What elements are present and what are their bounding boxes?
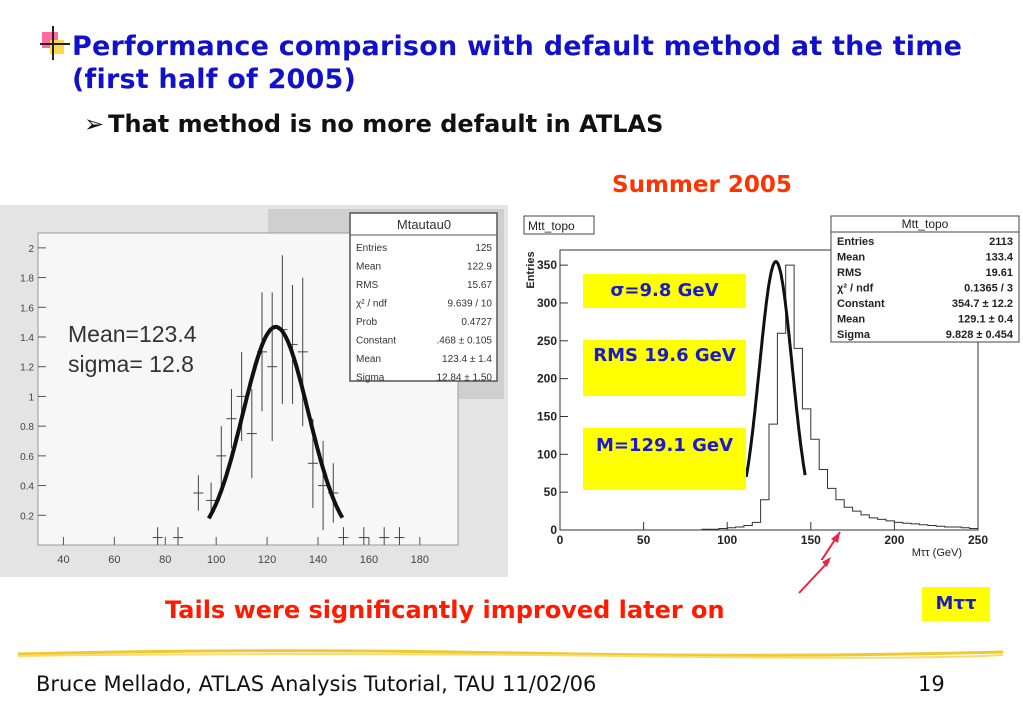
sigma-label: σ=9.8 GeV: [583, 274, 746, 308]
footer-text: Bruce Mellado, ATLAS Analysis Tutorial, …: [36, 672, 597, 696]
right-stats-key: Constant: [837, 298, 885, 310]
left-y-tick-label: 1.8: [20, 274, 34, 285]
rms-label: RMS 19.6 GeV: [583, 340, 746, 396]
right-y-tick-label: 50: [544, 485, 558, 499]
right-stats-value: 9.828 ± 0.454: [946, 329, 1014, 341]
left-y-tick-label: 0.6: [20, 452, 34, 463]
left-x-tick-label: 80: [159, 554, 171, 566]
left-stats-value: 12.84 ± 1.50: [436, 373, 492, 384]
left-y-tick-label: 0.8: [20, 422, 34, 433]
right-x-tick-label: 250: [968, 533, 988, 547]
left-x-tick-label: 40: [57, 554, 69, 566]
left-stats-key: Mean: [356, 262, 381, 273]
right-x-tick-label: 0: [557, 533, 564, 547]
right-x-tick-label: 150: [801, 533, 821, 547]
right-y-axis-label: Entries: [525, 251, 537, 288]
left-y-tick-label: 0.4: [20, 482, 34, 493]
left-x-tick-label: 120: [258, 554, 276, 566]
left-x-tick-label: 100: [207, 554, 225, 566]
right-stats-value: 19.61: [985, 267, 1013, 279]
subtitle-bullet: ➢ That method is no more default in ATLAS: [84, 110, 663, 138]
left-y-tick-label: 1: [28, 392, 34, 403]
right-stats-value: 354.7 ± 12.2: [952, 298, 1013, 310]
right-x-tick-label: 100: [717, 533, 737, 547]
summer-label: Summer 2005: [612, 172, 792, 198]
right-y-tick-label: 200: [537, 372, 557, 386]
right-y-tick-label: 100: [537, 447, 557, 461]
left-stats-value: 125: [475, 243, 492, 254]
pointer-arrow-head: [831, 532, 840, 543]
left-x-tick-label: 60: [108, 554, 120, 566]
left-stats-key: χ² / ndf: [356, 299, 387, 310]
right-fit-curve: [744, 260, 807, 478]
left-stats-key: Prob: [356, 317, 378, 328]
left-x-tick-label: 140: [309, 554, 327, 566]
right-histogram-bars: [560, 264, 978, 531]
left-histogram-plot: 40 60 80 100 120 140 160 180 2 1.8 1.6 1.4 1.2 1 0.8 0.…: [0, 205, 508, 577]
right-histogram-title: Mtt_topo: [528, 219, 575, 233]
left-stats-key: Mean: [356, 354, 381, 365]
red-arrow: [798, 557, 831, 594]
left-stats-value: 123.4 ± 1.4: [442, 354, 492, 365]
right-x-axis-label: Mττ (GeV): [912, 547, 962, 559]
mean-label: M=129.1 GeV: [583, 428, 746, 490]
right-stats-value: 129.1 ± 0.4: [958, 314, 1014, 326]
bullet-icon: [40, 26, 70, 60]
left-fit-curve: [206, 324, 345, 520]
subtitle-text: That method is no more default in ATLAS: [108, 110, 664, 138]
left-stats-value: 122.9: [467, 262, 492, 273]
right-x-tick-label: 200: [884, 533, 904, 547]
mtt-label: Mττ: [922, 587, 990, 621]
left-stats-key: Constant: [356, 336, 396, 347]
left-y-tick-label: 1.2: [20, 363, 34, 374]
left-y-tick-label: 1.4: [20, 333, 34, 344]
left-sigma-annotation: sigma= 12.8: [68, 351, 194, 377]
slide-title: Performance comparison with default meth…: [72, 31, 963, 95]
left-stats-key: Entries: [356, 243, 387, 254]
left-stats-value: .468 ± 0.105: [436, 336, 492, 347]
left-x-tick-label: 160: [360, 554, 378, 566]
right-stats-key: χ² / ndf: [837, 283, 874, 295]
right-stats-title: Mtt_topo: [902, 217, 949, 231]
right-stats-key: Mean: [837, 252, 865, 264]
right-stats-value: 0.1365 / 3: [964, 283, 1013, 295]
left-stats-key: Sigma: [356, 373, 385, 384]
left-stats-value: 15.67: [467, 280, 492, 291]
left-stats-box: Mtautau0 Entries 125 Mean 122.9 RMS 15.67 χ² /…: [349, 212, 498, 384]
right-stats-box: Mtt_topo Entries 2113 Mean 133.4 RMS 19.61 χ² …: [830, 215, 1020, 343]
left-stats-value: 0.4727: [461, 317, 492, 328]
left-stats-title: Mtautau0: [397, 217, 451, 232]
right-y-tick-label: 250: [537, 334, 557, 348]
right-stats-key: Sigma: [837, 329, 871, 341]
footer-divider: [18, 649, 1003, 659]
right-y-tick-label: 0: [550, 523, 557, 537]
left-stats-value: 9.639 / 10: [448, 299, 493, 310]
right-y-tick-label: 300: [537, 296, 557, 310]
right-x-tick-label: 50: [637, 533, 651, 547]
page-number: 19: [918, 672, 945, 696]
right-y-tick-label: 150: [537, 409, 557, 423]
pointer-arrow: [820, 531, 841, 560]
left-y-tick-label: 0.2: [20, 511, 34, 522]
right-stats-value: 2113: [989, 236, 1013, 248]
right-y-tick-label: 350: [537, 258, 557, 272]
left-x-tick-label: 180: [411, 554, 429, 566]
right-stats-key: Mean: [837, 314, 865, 326]
left-stats-key: RMS: [356, 280, 379, 291]
left-y-tick-label: 2: [28, 244, 34, 255]
right-stats-key: Entries: [837, 236, 874, 248]
tails-note: Tails were significantly improved later …: [165, 596, 725, 624]
right-stats-value: 133.4: [985, 252, 1013, 264]
right-stats-key: RMS: [837, 267, 861, 279]
arrow-bullet-icon: ➢: [84, 110, 105, 138]
left-y-tick-label: 1.6: [20, 303, 34, 314]
left-mean-annotation: Mean=123.4: [68, 321, 197, 347]
